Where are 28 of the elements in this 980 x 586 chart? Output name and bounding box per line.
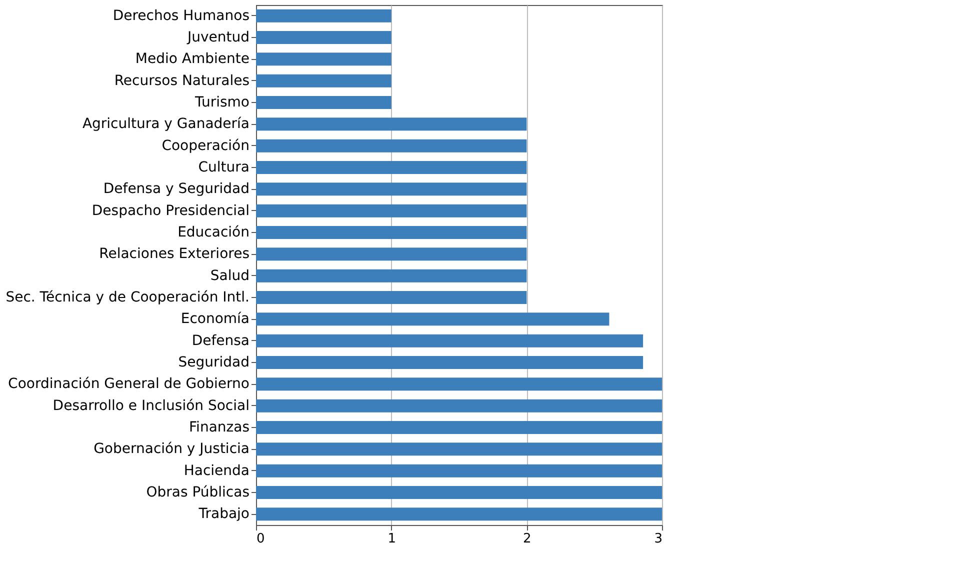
y-tick-label: Hacienda [184, 462, 250, 479]
y-tick-label: Coordinación General de Gobierno [8, 376, 250, 392]
y-tick-label: Desarrollo e Inclusión Social [52, 398, 250, 414]
y-tick-label: Defensa y Seguridad [103, 181, 250, 198]
y-tick-label: Derechos Humanos [112, 8, 250, 24]
y-tick-label: Recursos Naturales [114, 72, 250, 89]
x-tick-label: 2 [523, 532, 532, 546]
y-tick-label: Cooperación [162, 138, 250, 154]
y-tick-label: Turismo [194, 94, 250, 110]
x-tick-label: 3 [654, 532, 662, 546]
y-tick-label: Sec. Técnica y de Cooperación Intl. [6, 290, 250, 306]
y-tick-label: Finanzas [189, 420, 250, 436]
x-tick-label: 1 [388, 532, 396, 546]
y-tick-label: Cultura [198, 160, 250, 176]
y-tick-label: Agricultura y Ganadería [82, 116, 250, 132]
y-tick-label: Seguridad [178, 354, 250, 370]
y-tick-label: Medio Ambiente [135, 51, 250, 68]
y-tick-label: Relaciones Exteriores [99, 246, 250, 262]
y-tick-label: Despacho Presidencial [92, 202, 250, 219]
y-tick-label: Gobernación y Justicia [94, 441, 250, 458]
y-tick-label: Defensa [192, 332, 250, 349]
y-tick-label: Trabajo [198, 506, 250, 522]
y-tick-label: Obras Públicas [146, 484, 250, 500]
y-tick-label: Juventud [186, 30, 250, 46]
y-tick-label: Salud [210, 268, 250, 284]
x-tick-label: 0 [256, 532, 265, 546]
y-tick-label: Educación [178, 224, 250, 240]
y-tick-label: Economía [180, 311, 250, 328]
